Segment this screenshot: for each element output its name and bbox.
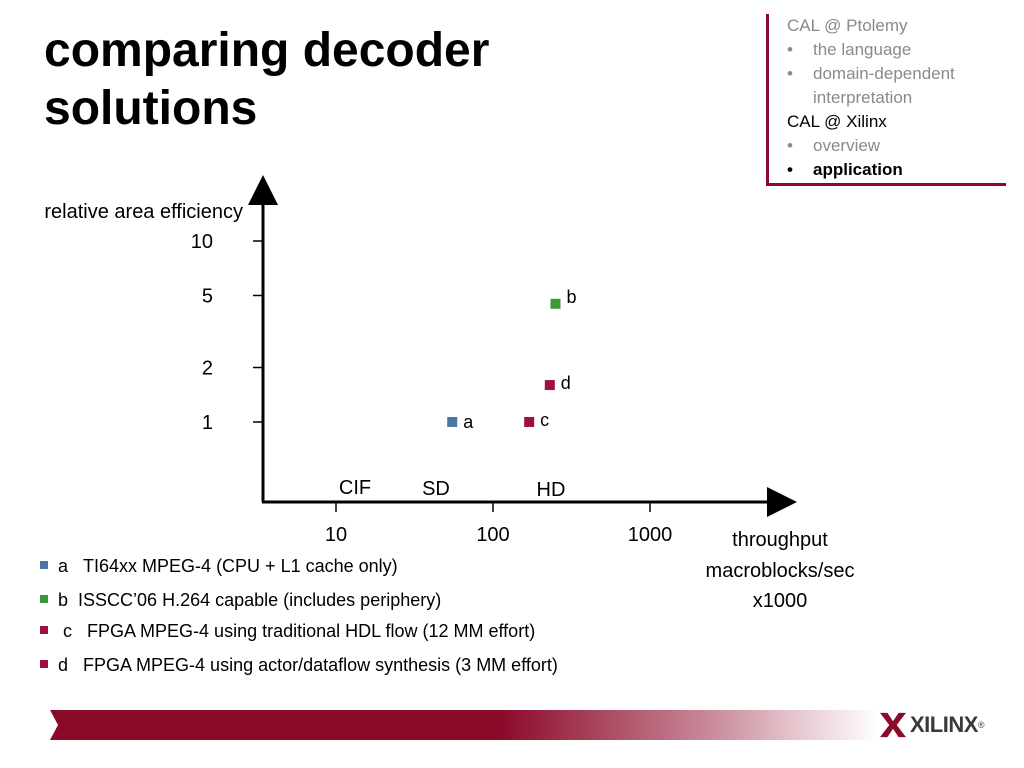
x-tick-label: 1000 xyxy=(628,524,673,546)
y-tick-label: 10 xyxy=(191,231,213,253)
y-tick-label: 1 xyxy=(202,412,213,434)
legend-swatch-d xyxy=(40,660,48,669)
legend-item-a: a TI64xx MPEG-4 (CPU + L1 cache only) xyxy=(40,556,398,577)
legend-item-b: b ISSCC’06 H.264 capable (includes perip… xyxy=(40,590,441,611)
outline-item-application[interactable]: • application xyxy=(787,158,903,182)
legend-item-d: d FPGA MPEG-4 using actor/dataflow synth… xyxy=(40,655,558,676)
outline-bullet: • xyxy=(787,136,793,155)
outline-panel: CAL @ Ptolemy • the language • domain-depe… xyxy=(766,14,1006,186)
outline-item-label: domain-dependent xyxy=(813,64,955,83)
outline-item-label: CAL @ Ptolemy xyxy=(787,16,908,35)
outline-bullet: • xyxy=(787,40,793,59)
legend-item-c: c FPGA MPEG-4 using traditional HDL flow… xyxy=(40,621,535,642)
legend-text: FPGA MPEG-4 using actor/dataflow synthes… xyxy=(83,655,558,675)
data-label-b: b xyxy=(566,287,576,307)
region-label-sd: SD xyxy=(422,478,450,500)
data-point-b xyxy=(550,298,561,309)
data-point-c xyxy=(524,417,535,427)
outline-bullet: • xyxy=(787,64,793,83)
y-tick-label: 2 xyxy=(202,358,213,380)
outline-bullet: • xyxy=(787,160,793,179)
outline-item-label: CAL @ Xilinx xyxy=(787,112,887,131)
legend-key: c xyxy=(63,621,73,641)
title-line-2: solutions xyxy=(44,82,258,135)
title-line-1: comparing decoder xyxy=(44,24,490,77)
outline-item-domain[interactable]: • domain-dependent xyxy=(787,62,955,86)
outline-item-label: interpretation xyxy=(813,88,913,107)
outline-item-interpretation[interactable]: interpretation xyxy=(787,86,912,110)
legend-text: ISSCC’06 H.264 capable (includes periphe… xyxy=(78,590,442,610)
legend-text: FPGA MPEG-4 using traditional HDL flow (… xyxy=(87,621,536,641)
x-tick-label: 10 xyxy=(325,524,347,546)
region-label-hd: HD xyxy=(537,479,566,501)
outline-item-label: overview xyxy=(813,136,881,155)
x-axis-label-line-1: throughput xyxy=(732,529,828,551)
legend-swatch-b xyxy=(40,595,48,604)
outline-item-label: application xyxy=(813,160,903,179)
legend-key: a xyxy=(58,556,69,576)
data-point-a xyxy=(447,417,458,427)
legend-key: b xyxy=(58,590,69,610)
legend-swatch-c xyxy=(40,626,48,635)
x-tick-label: 100 xyxy=(476,524,509,546)
outline-item-cal-ptolemy[interactable]: CAL @ Ptolemy xyxy=(787,14,908,38)
data-point-d xyxy=(544,380,555,391)
data-points: a b cd xyxy=(447,287,576,432)
outline-item-overview[interactable]: • overview xyxy=(787,134,880,158)
data-label-a: a xyxy=(463,412,474,432)
x-axis-label-line-2: macroblocks/sec xyxy=(706,560,855,582)
xilinx-logo: XILINX ® xyxy=(880,710,985,740)
slide-title: comparing decoder solutions xyxy=(44,22,489,138)
region-label-cif: CIF xyxy=(339,477,371,499)
outline-item-language[interactable]: • the language xyxy=(787,38,911,62)
legend-text: TI64xx MPEG-4 (CPU + L1 cache only) xyxy=(83,556,398,576)
data-label-c: c xyxy=(540,410,549,430)
data-label-d: d xyxy=(561,373,571,393)
x-axis-label-line-3: x1000 xyxy=(753,590,808,612)
y-axis-label: relative area efficiency xyxy=(44,201,243,223)
logo-registered-mark: ® xyxy=(977,720,985,730)
xilinx-logo-icon xyxy=(880,712,906,738)
x-ticks: 10 100 1000 xyxy=(325,502,672,546)
legend-swatch-a xyxy=(40,561,48,570)
outline-item-label: the language xyxy=(813,40,912,59)
y-tick-label: 5 xyxy=(202,285,213,307)
legend-key: d xyxy=(58,655,69,675)
footer-bar-notch xyxy=(30,710,58,740)
footer-bar xyxy=(38,710,878,740)
y-ticks: 10 5 2 1 xyxy=(191,231,263,434)
outline-item-cal-xilinx[interactable]: CAL @ Xilinx xyxy=(787,110,887,134)
logo-text: XILINX xyxy=(910,712,978,737)
